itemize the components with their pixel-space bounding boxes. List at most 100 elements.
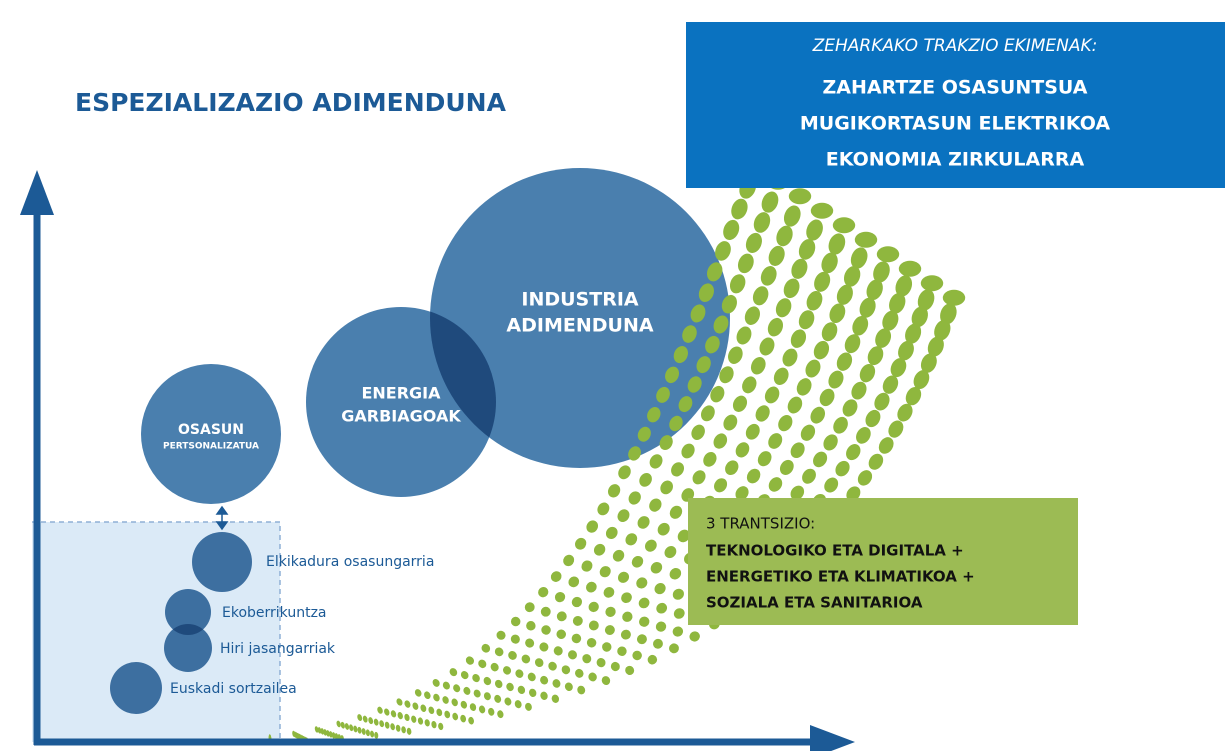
dot [851, 381, 867, 400]
dot [588, 601, 599, 613]
dot [414, 689, 422, 697]
transitions-heading: 3 TRANTSIZIO: [706, 515, 815, 533]
dot [508, 651, 517, 660]
dot [788, 188, 812, 205]
dot [911, 306, 928, 328]
dot [828, 233, 846, 255]
dot [649, 454, 663, 469]
dot [942, 289, 966, 306]
dot [773, 367, 789, 386]
circle-label: PERTSONALIZATUA [163, 442, 259, 452]
dot [888, 420, 904, 438]
dot [644, 539, 657, 552]
dot [395, 724, 401, 732]
dot [582, 654, 592, 664]
dot [374, 731, 379, 739]
dot [596, 658, 606, 668]
dot [764, 386, 780, 404]
dot [746, 468, 761, 484]
dot [875, 328, 892, 348]
dot [802, 468, 816, 484]
circle-label: INDUSTRIA [521, 289, 639, 311]
dot [637, 426, 651, 442]
dot [384, 721, 390, 729]
dot [540, 691, 548, 700]
dot [813, 340, 830, 360]
dot [556, 629, 566, 639]
dot [442, 696, 449, 704]
dot [698, 283, 714, 302]
dot [681, 443, 695, 459]
dot [882, 375, 899, 394]
dot [396, 698, 403, 706]
dot [564, 682, 573, 692]
dot [742, 376, 757, 394]
small-circle [165, 589, 211, 635]
dot [725, 460, 739, 476]
dot [752, 286, 769, 306]
dot [806, 219, 823, 241]
dot [706, 262, 723, 282]
dot [800, 424, 816, 441]
dot [494, 647, 504, 657]
dot [601, 676, 611, 685]
transitions-item: TEKNOLOGIKO ETA DIGITALA + [706, 542, 964, 560]
dot [639, 473, 652, 487]
dot [787, 396, 803, 414]
dot [715, 241, 731, 261]
dot [568, 576, 580, 588]
dot [361, 728, 366, 735]
dot [503, 666, 512, 675]
dot [599, 566, 611, 578]
dot [753, 212, 771, 233]
dot [669, 567, 682, 580]
dot [905, 323, 922, 344]
dot [331, 732, 336, 739]
dot [397, 712, 403, 720]
dot [672, 626, 684, 637]
dot [859, 363, 876, 383]
cross-item: EKONOMIA ZIRKULARRA [826, 149, 1085, 171]
dot [736, 326, 752, 345]
dot [873, 261, 890, 283]
dot [691, 424, 705, 440]
dot [496, 630, 506, 640]
dot [617, 571, 630, 583]
dot [775, 298, 792, 318]
dot [705, 335, 720, 354]
dot [468, 716, 475, 725]
dot [898, 260, 922, 277]
dot [810, 406, 826, 424]
dot [783, 278, 800, 299]
dot [897, 403, 913, 422]
dot [488, 707, 495, 716]
dot [469, 703, 477, 711]
dot [334, 733, 339, 740]
dot [778, 415, 793, 432]
dot [638, 597, 650, 609]
dot [602, 642, 612, 652]
dot [934, 319, 951, 341]
dot [828, 370, 844, 389]
dot [898, 340, 914, 361]
circle-industria [430, 168, 730, 468]
dot [779, 459, 794, 475]
small-label: Hiri jasangarriak [220, 641, 336, 657]
dot [329, 731, 333, 738]
dot [622, 611, 633, 622]
dot [588, 672, 597, 682]
dot [714, 478, 728, 493]
dot [593, 543, 606, 556]
dot [620, 629, 631, 640]
dot [541, 625, 551, 635]
dot [852, 315, 869, 336]
dot [617, 509, 630, 523]
dot [483, 676, 492, 686]
small-label: Euskadi sortzailea [170, 681, 297, 697]
dot [844, 334, 861, 354]
dot [390, 723, 395, 731]
dot [823, 434, 838, 451]
dot [824, 477, 839, 493]
dot [878, 437, 894, 454]
dot [550, 571, 562, 582]
